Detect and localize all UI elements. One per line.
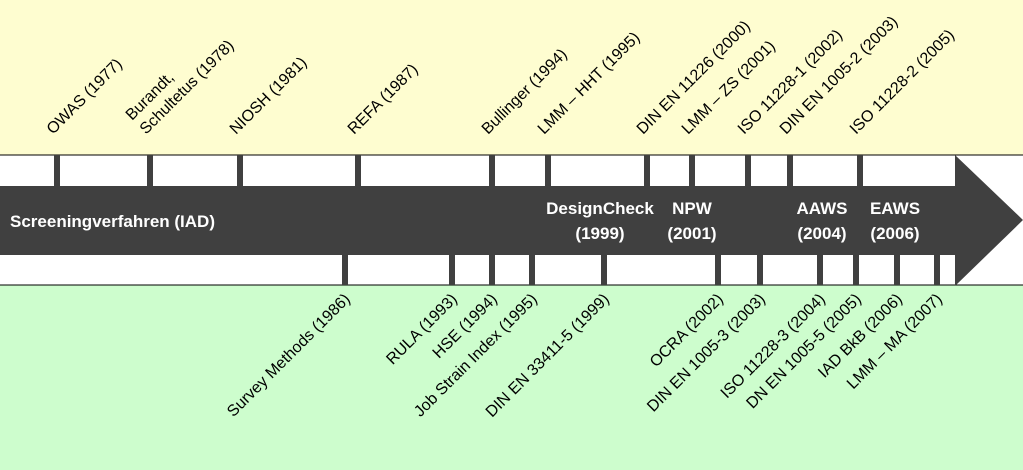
bottom-tick: [342, 254, 348, 285]
bottom-tick: [934, 254, 940, 285]
top-tick: [147, 155, 153, 187]
arrow: [0, 155, 1023, 286]
arrow-event: (2001): [667, 224, 716, 243]
arrow-event: EAWS: [870, 199, 920, 218]
top-tick: [355, 155, 361, 187]
arrow-event: (2004): [797, 224, 846, 243]
top-tick: [54, 155, 60, 187]
arrow-event: (2006): [870, 224, 919, 243]
bottom-tick: [601, 254, 607, 285]
bottom-tick: [853, 254, 859, 285]
top-tick: [237, 155, 243, 187]
top-tick: [689, 155, 695, 187]
top-tick: [489, 155, 495, 187]
top-tick: [857, 155, 863, 187]
bottom-band: [0, 285, 1023, 470]
bottom-tick: [715, 254, 721, 285]
bottom-tick: [529, 254, 535, 285]
arrow-event: DesignCheck: [546, 199, 654, 218]
bottom-tick: [757, 254, 763, 285]
arrow-event: AAWS: [797, 199, 848, 218]
top-tick: [545, 155, 551, 187]
top-tick: [787, 155, 793, 187]
arrow-event: (1999): [575, 224, 624, 243]
bottom-tick: [449, 254, 455, 285]
top-band: [0, 0, 1023, 155]
arrow-event: NPW: [672, 199, 713, 218]
arrow-title: Screeningverfahren (IAD): [10, 212, 215, 231]
bottom-tick: [817, 254, 823, 285]
bottom-tick: [894, 254, 900, 285]
top-tick: [644, 155, 650, 187]
bottom-tick: [489, 254, 495, 285]
top-tick: [745, 155, 751, 187]
